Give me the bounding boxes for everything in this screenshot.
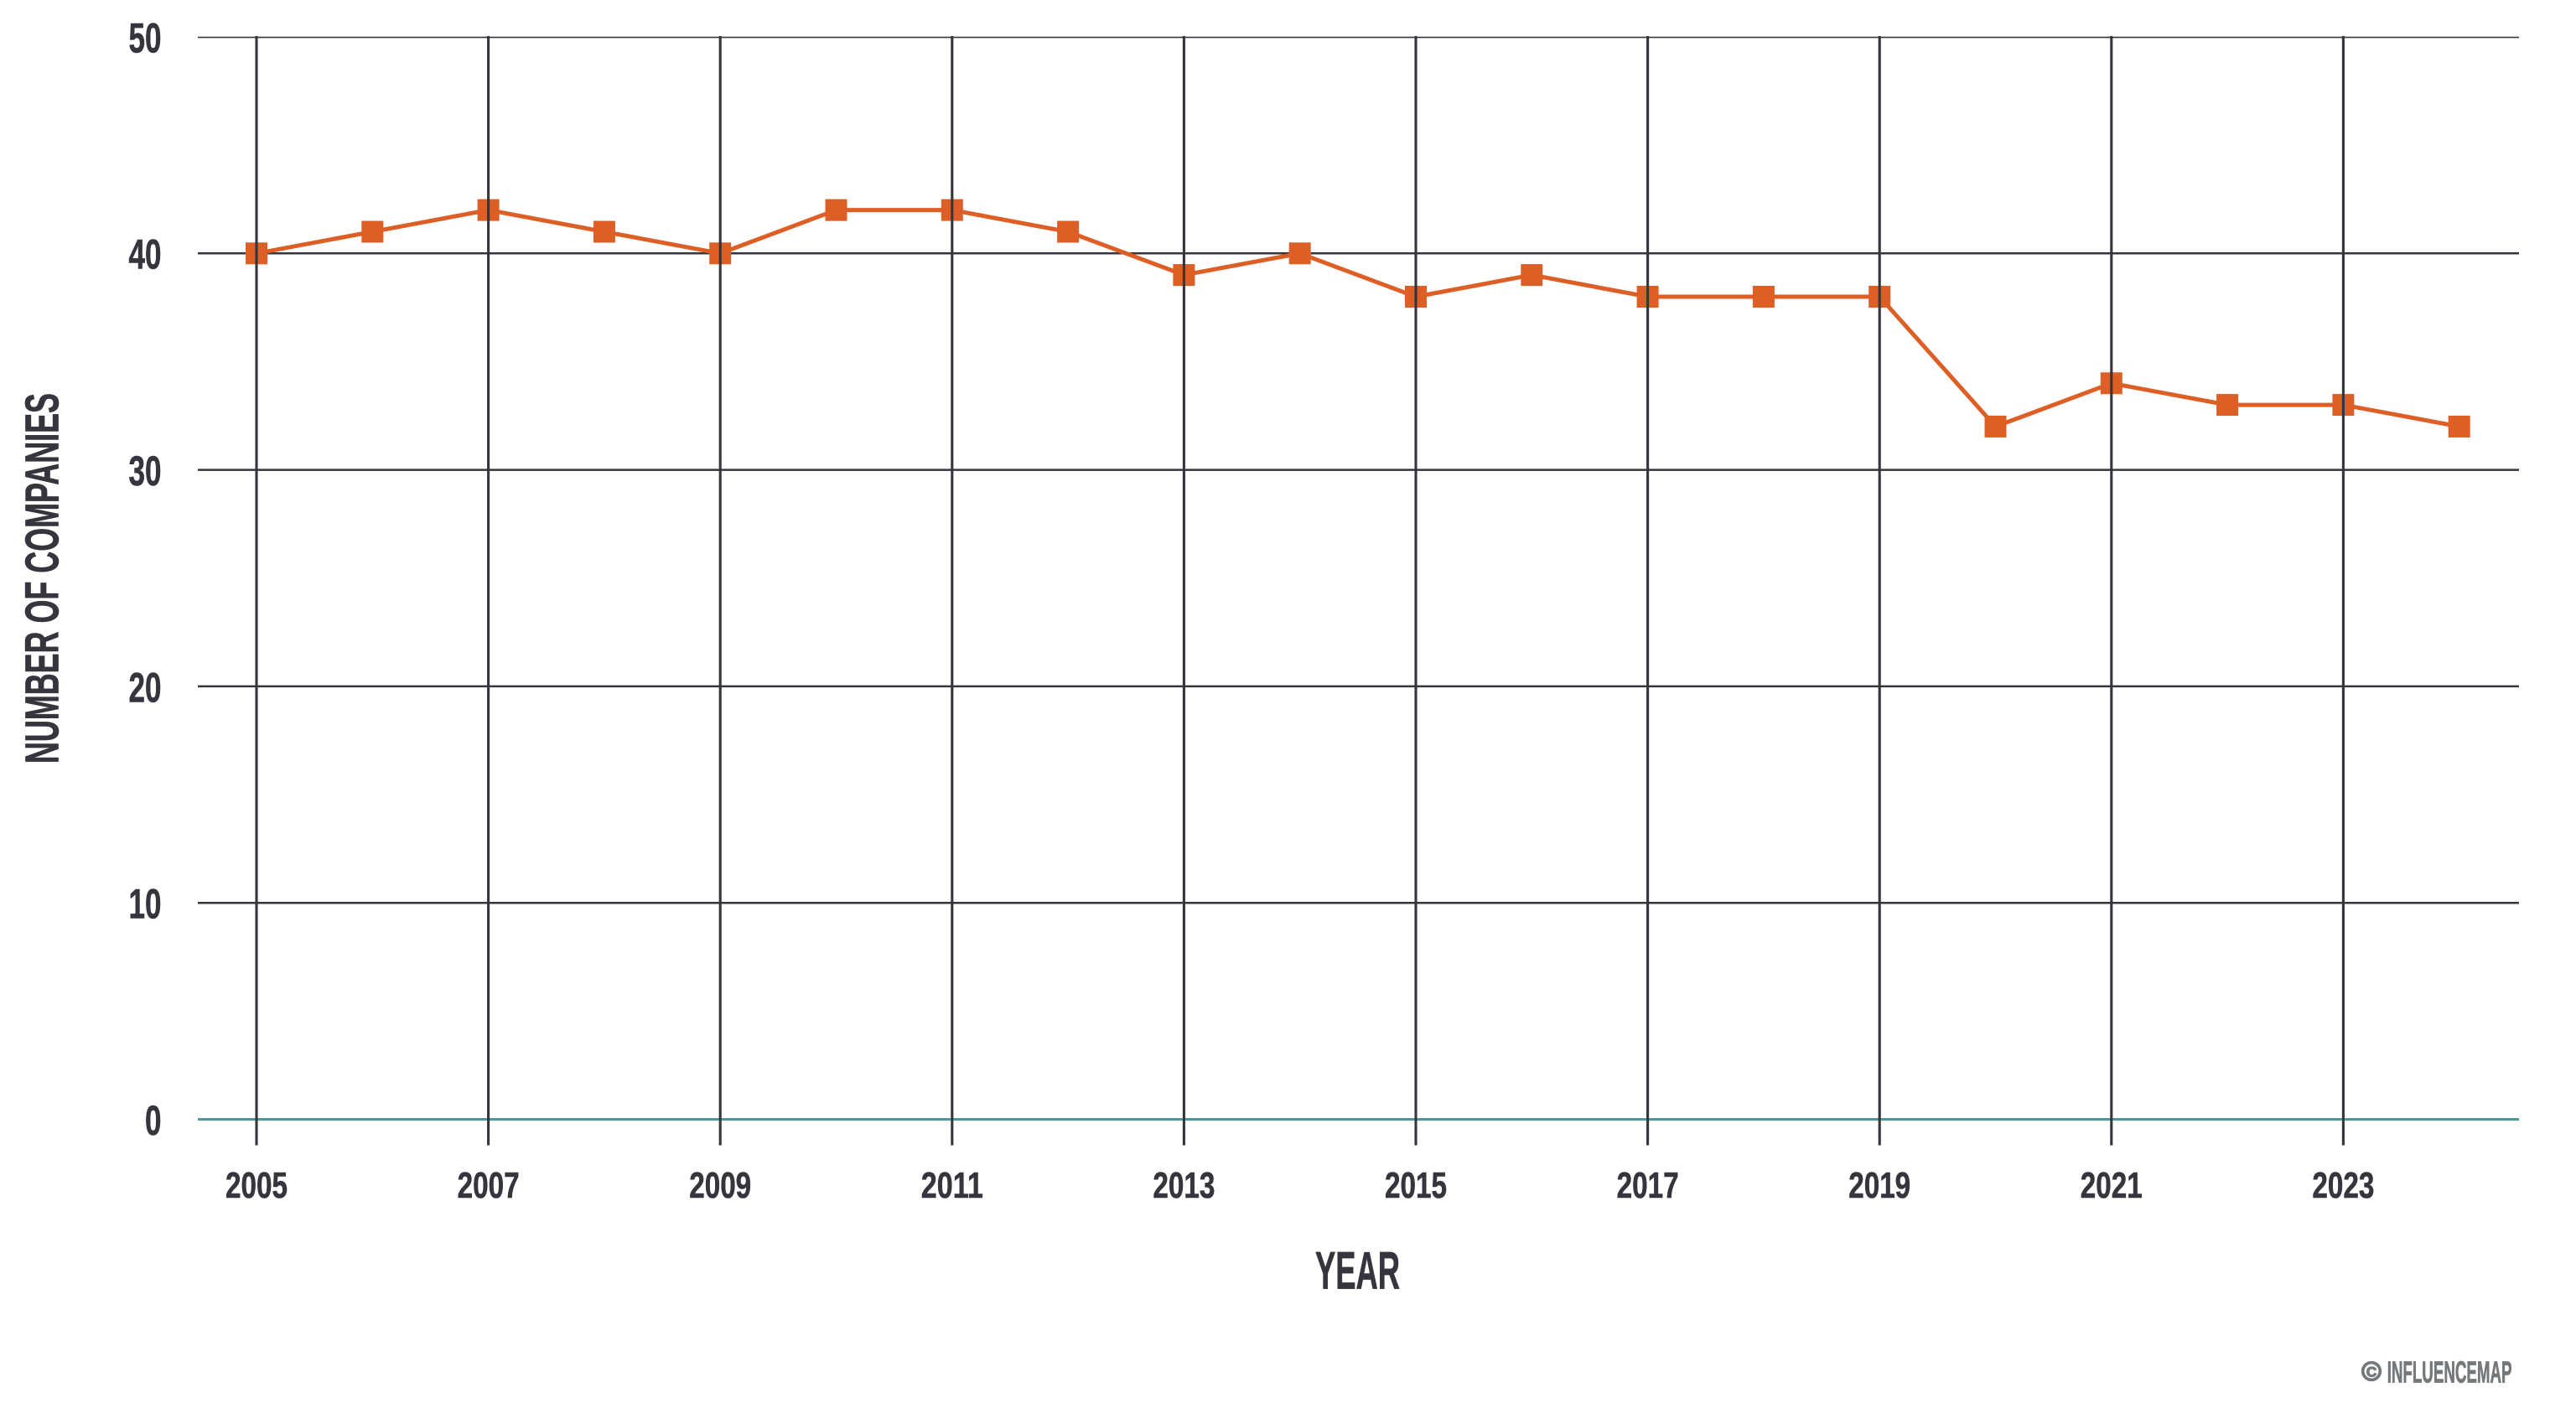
svg-text:2013: 2013 xyxy=(1153,1165,1215,1206)
svg-text:2017: 2017 xyxy=(1617,1165,1679,1206)
svg-text:NUMBER OF COMPANIES: NUMBER OF COMPANIES xyxy=(15,393,69,764)
svg-text:0: 0 xyxy=(145,1097,162,1144)
svg-text:30: 30 xyxy=(129,448,162,495)
svg-text:C: C xyxy=(2366,1364,2376,1380)
svg-text:20: 20 xyxy=(129,664,162,711)
svg-text:2007: 2007 xyxy=(458,1165,520,1206)
svg-text:2005: 2005 xyxy=(225,1165,288,1206)
svg-text:2019: 2019 xyxy=(1848,1165,1910,1206)
svg-text:2023: 2023 xyxy=(2312,1165,2374,1206)
svg-text:YEAR: YEAR xyxy=(1315,1242,1400,1301)
svg-text:2009: 2009 xyxy=(689,1165,751,1206)
svg-text:40: 40 xyxy=(129,231,162,278)
svg-text:50: 50 xyxy=(129,14,162,61)
svg-text:2011: 2011 xyxy=(921,1165,983,1206)
svg-text:2015: 2015 xyxy=(1385,1165,1447,1206)
svg-text:INFLUENCEMAP: INFLUENCEMAP xyxy=(2387,1355,2512,1390)
svg-text:2021: 2021 xyxy=(2081,1165,2143,1206)
svg-text:10: 10 xyxy=(129,881,162,928)
